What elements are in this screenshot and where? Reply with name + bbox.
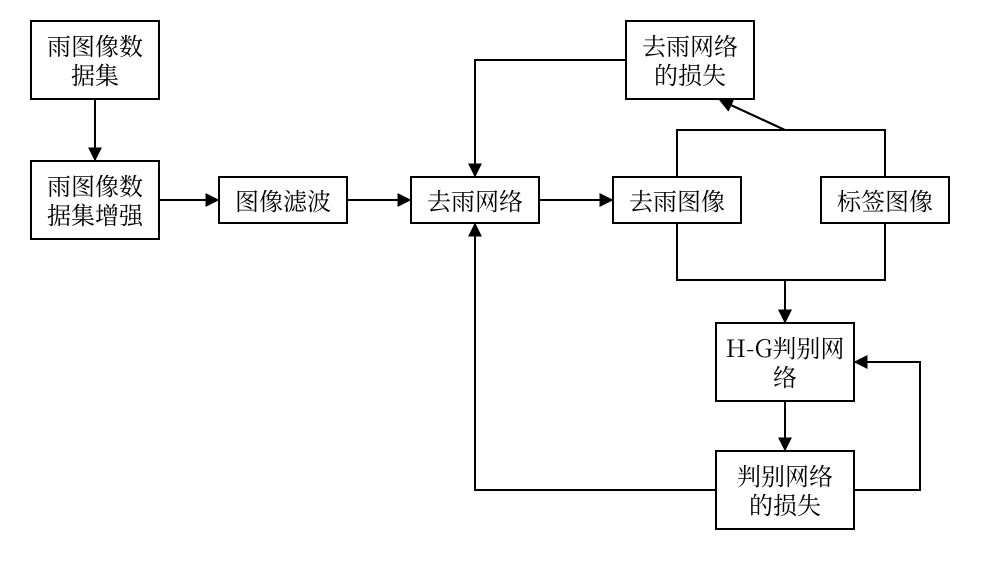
edge xyxy=(785,224,885,322)
node-derain_net: 去雨网络 xyxy=(410,176,540,224)
node-derain_loss: 去雨网络的损失 xyxy=(625,20,755,100)
edge xyxy=(677,224,785,322)
node-augment: 雨图像数据集增强 xyxy=(30,160,160,240)
edge xyxy=(720,100,885,176)
node-label: 标签图像 xyxy=(837,186,933,215)
node-label: 雨图像数据集增强 xyxy=(47,171,143,229)
node-label: 去雨网络 xyxy=(427,186,523,215)
node-dataset: 雨图像数据集 xyxy=(30,20,160,100)
diagram-stage: { "diagram": { "type": "flowchart", "bac… xyxy=(0,0,1000,565)
node-label: 判别网络的损失 xyxy=(737,461,833,519)
edge xyxy=(475,224,715,490)
node-label: 图像滤波 xyxy=(235,186,331,215)
node-filter: 图像滤波 xyxy=(218,176,348,224)
node-label: H-G判别网络 xyxy=(726,333,845,391)
node-derain_img: 去雨图像 xyxy=(612,176,742,224)
edge xyxy=(475,60,625,176)
node-label: 去雨网络的损失 xyxy=(642,31,738,89)
node-disc_loss: 判别网络的损失 xyxy=(715,450,855,530)
node-hg_net: H-G判别网络 xyxy=(715,322,855,402)
edge xyxy=(677,100,785,176)
edge xyxy=(855,362,920,490)
node-label: 雨图像数据集 xyxy=(47,31,143,89)
node-label_img: 标签图像 xyxy=(820,176,950,224)
node-label: 去雨图像 xyxy=(629,186,725,215)
